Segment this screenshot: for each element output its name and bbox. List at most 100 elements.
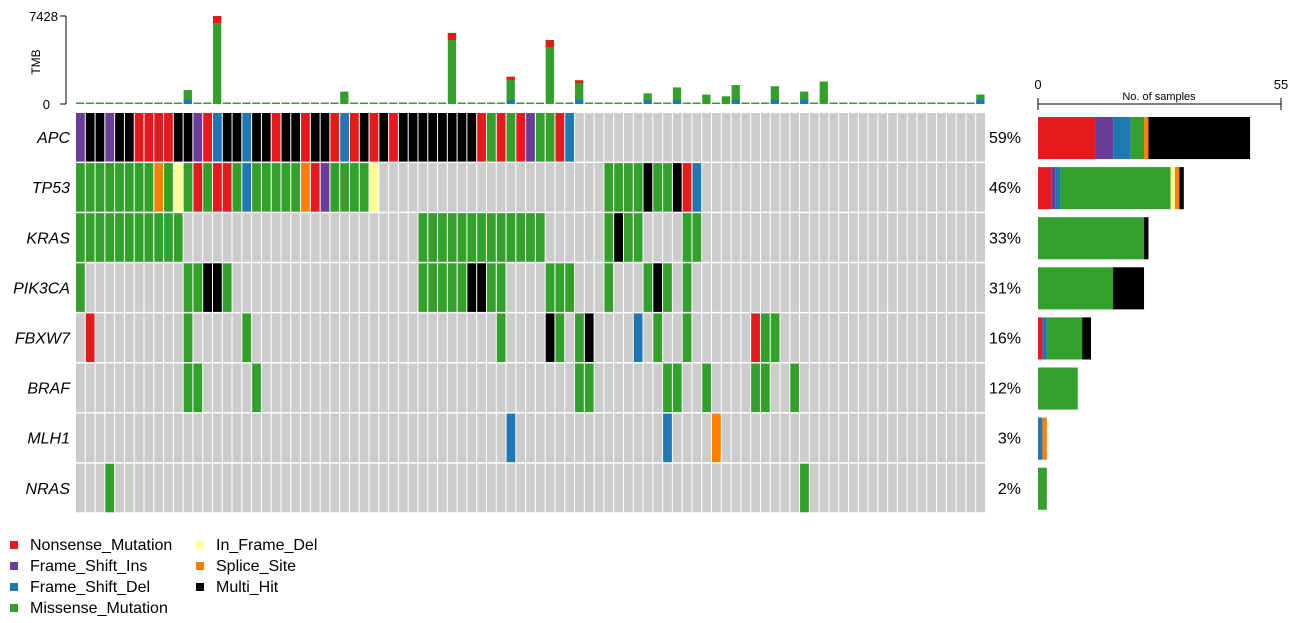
empty-cell: [966, 263, 976, 312]
empty-cell: [428, 313, 438, 362]
empty-cell: [85, 363, 95, 413]
empty-cell: [692, 263, 702, 312]
empty-cell: [976, 413, 985, 463]
empty-cell: [281, 363, 291, 413]
empty-cell: [927, 163, 937, 212]
empty-cell: [614, 113, 623, 162]
empty-cell: [301, 413, 310, 463]
empty-cell: [555, 363, 565, 413]
empty-cell: [751, 263, 760, 312]
empty-cell: [565, 213, 575, 262]
mutation-cell: [555, 313, 565, 362]
empty-cell: [115, 363, 124, 413]
empty-cell: [937, 163, 946, 212]
empty-cell: [261, 313, 271, 362]
empty-cell: [379, 263, 389, 312]
empty-cell: [976, 263, 985, 312]
empty-cell: [575, 463, 584, 513]
empty-cell: [937, 463, 946, 513]
tmb-bar: [242, 102, 251, 104]
empty-cell: [242, 463, 252, 513]
empty-cell: [173, 413, 183, 463]
empty-cell: [555, 213, 565, 262]
empty-cell: [692, 413, 702, 463]
empty-cell: [800, 413, 809, 463]
mutation-cell: [340, 163, 349, 212]
empty-cell: [692, 313, 702, 362]
empty-cell: [633, 113, 643, 162]
empty-cell: [555, 413, 565, 463]
legend-swatch: [196, 562, 204, 570]
mutation-cell: [183, 113, 193, 162]
mutation-cell: [252, 163, 261, 212]
empty-cell: [516, 263, 526, 312]
mutation-cell: [604, 213, 614, 262]
empty-cell: [623, 363, 633, 413]
mutation-cell: [291, 113, 301, 162]
empty-cell: [330, 463, 340, 513]
empty-cell: [506, 463, 516, 513]
empty-cell: [281, 413, 291, 463]
empty-cell: [868, 413, 878, 463]
empty-cell: [144, 263, 154, 312]
empty-cell: [134, 263, 144, 312]
tmb-bar: [173, 102, 183, 104]
empty-cell: [144, 413, 154, 463]
tmb-bar-segment: [183, 100, 192, 104]
sample-bar-segment: [1038, 217, 1145, 260]
empty-cell: [506, 363, 516, 413]
empty-cell: [212, 413, 222, 463]
tmb-bar: [340, 91, 349, 104]
empty-cell: [653, 463, 663, 513]
empty-cell: [790, 263, 800, 312]
mutation-cell: [281, 163, 291, 212]
empty-cell: [398, 163, 408, 212]
mutation-cell: [193, 113, 203, 162]
empty-cell: [115, 463, 124, 513]
empty-cell: [663, 463, 672, 513]
empty-cell: [232, 413, 242, 463]
empty-cell: [115, 313, 124, 362]
empty-cell: [203, 363, 212, 413]
empty-cell: [575, 113, 584, 162]
tmb-bar: [183, 90, 192, 104]
mutation-cell: [173, 213, 183, 262]
empty-cell: [633, 263, 643, 312]
mutation-cell: [418, 213, 428, 262]
tmb-bar: [271, 102, 280, 104]
tmb-bar: [751, 102, 760, 104]
tmb-bar: [310, 102, 320, 104]
mutation-cell: [496, 263, 506, 312]
empty-cell: [271, 363, 281, 413]
mutation-cell: [526, 213, 535, 262]
empty-cell: [584, 463, 594, 513]
empty-cell: [878, 263, 888, 312]
empty-cell: [927, 263, 937, 312]
empty-cell: [692, 363, 702, 413]
mutation-cell: [252, 363, 261, 413]
tmb-bar: [907, 102, 916, 104]
legend-swatch: [10, 562, 18, 570]
tmb-bar-segment: [447, 32, 457, 40]
empty-cell: [144, 313, 154, 362]
empty-cell: [105, 413, 115, 463]
empty-cell: [604, 113, 614, 162]
empty-cell: [751, 463, 760, 513]
empty-cell: [897, 463, 907, 513]
empty-cell: [946, 413, 956, 463]
empty-cell: [584, 413, 594, 463]
tmb-bar: [76, 102, 85, 104]
empty-cell: [917, 313, 927, 362]
sample-bar-segment: [1144, 217, 1149, 260]
empty-cell: [281, 313, 291, 362]
empty-cell: [721, 463, 731, 513]
empty-cell: [134, 413, 144, 463]
empty-cell: [976, 213, 985, 262]
empty-cell: [858, 463, 868, 513]
empty-cell: [937, 363, 946, 413]
mutation-cell: [682, 313, 692, 362]
empty-cell: [604, 313, 614, 362]
empty-cell: [829, 413, 839, 463]
empty-cell: [310, 463, 320, 513]
mutation-cell: [369, 113, 379, 162]
